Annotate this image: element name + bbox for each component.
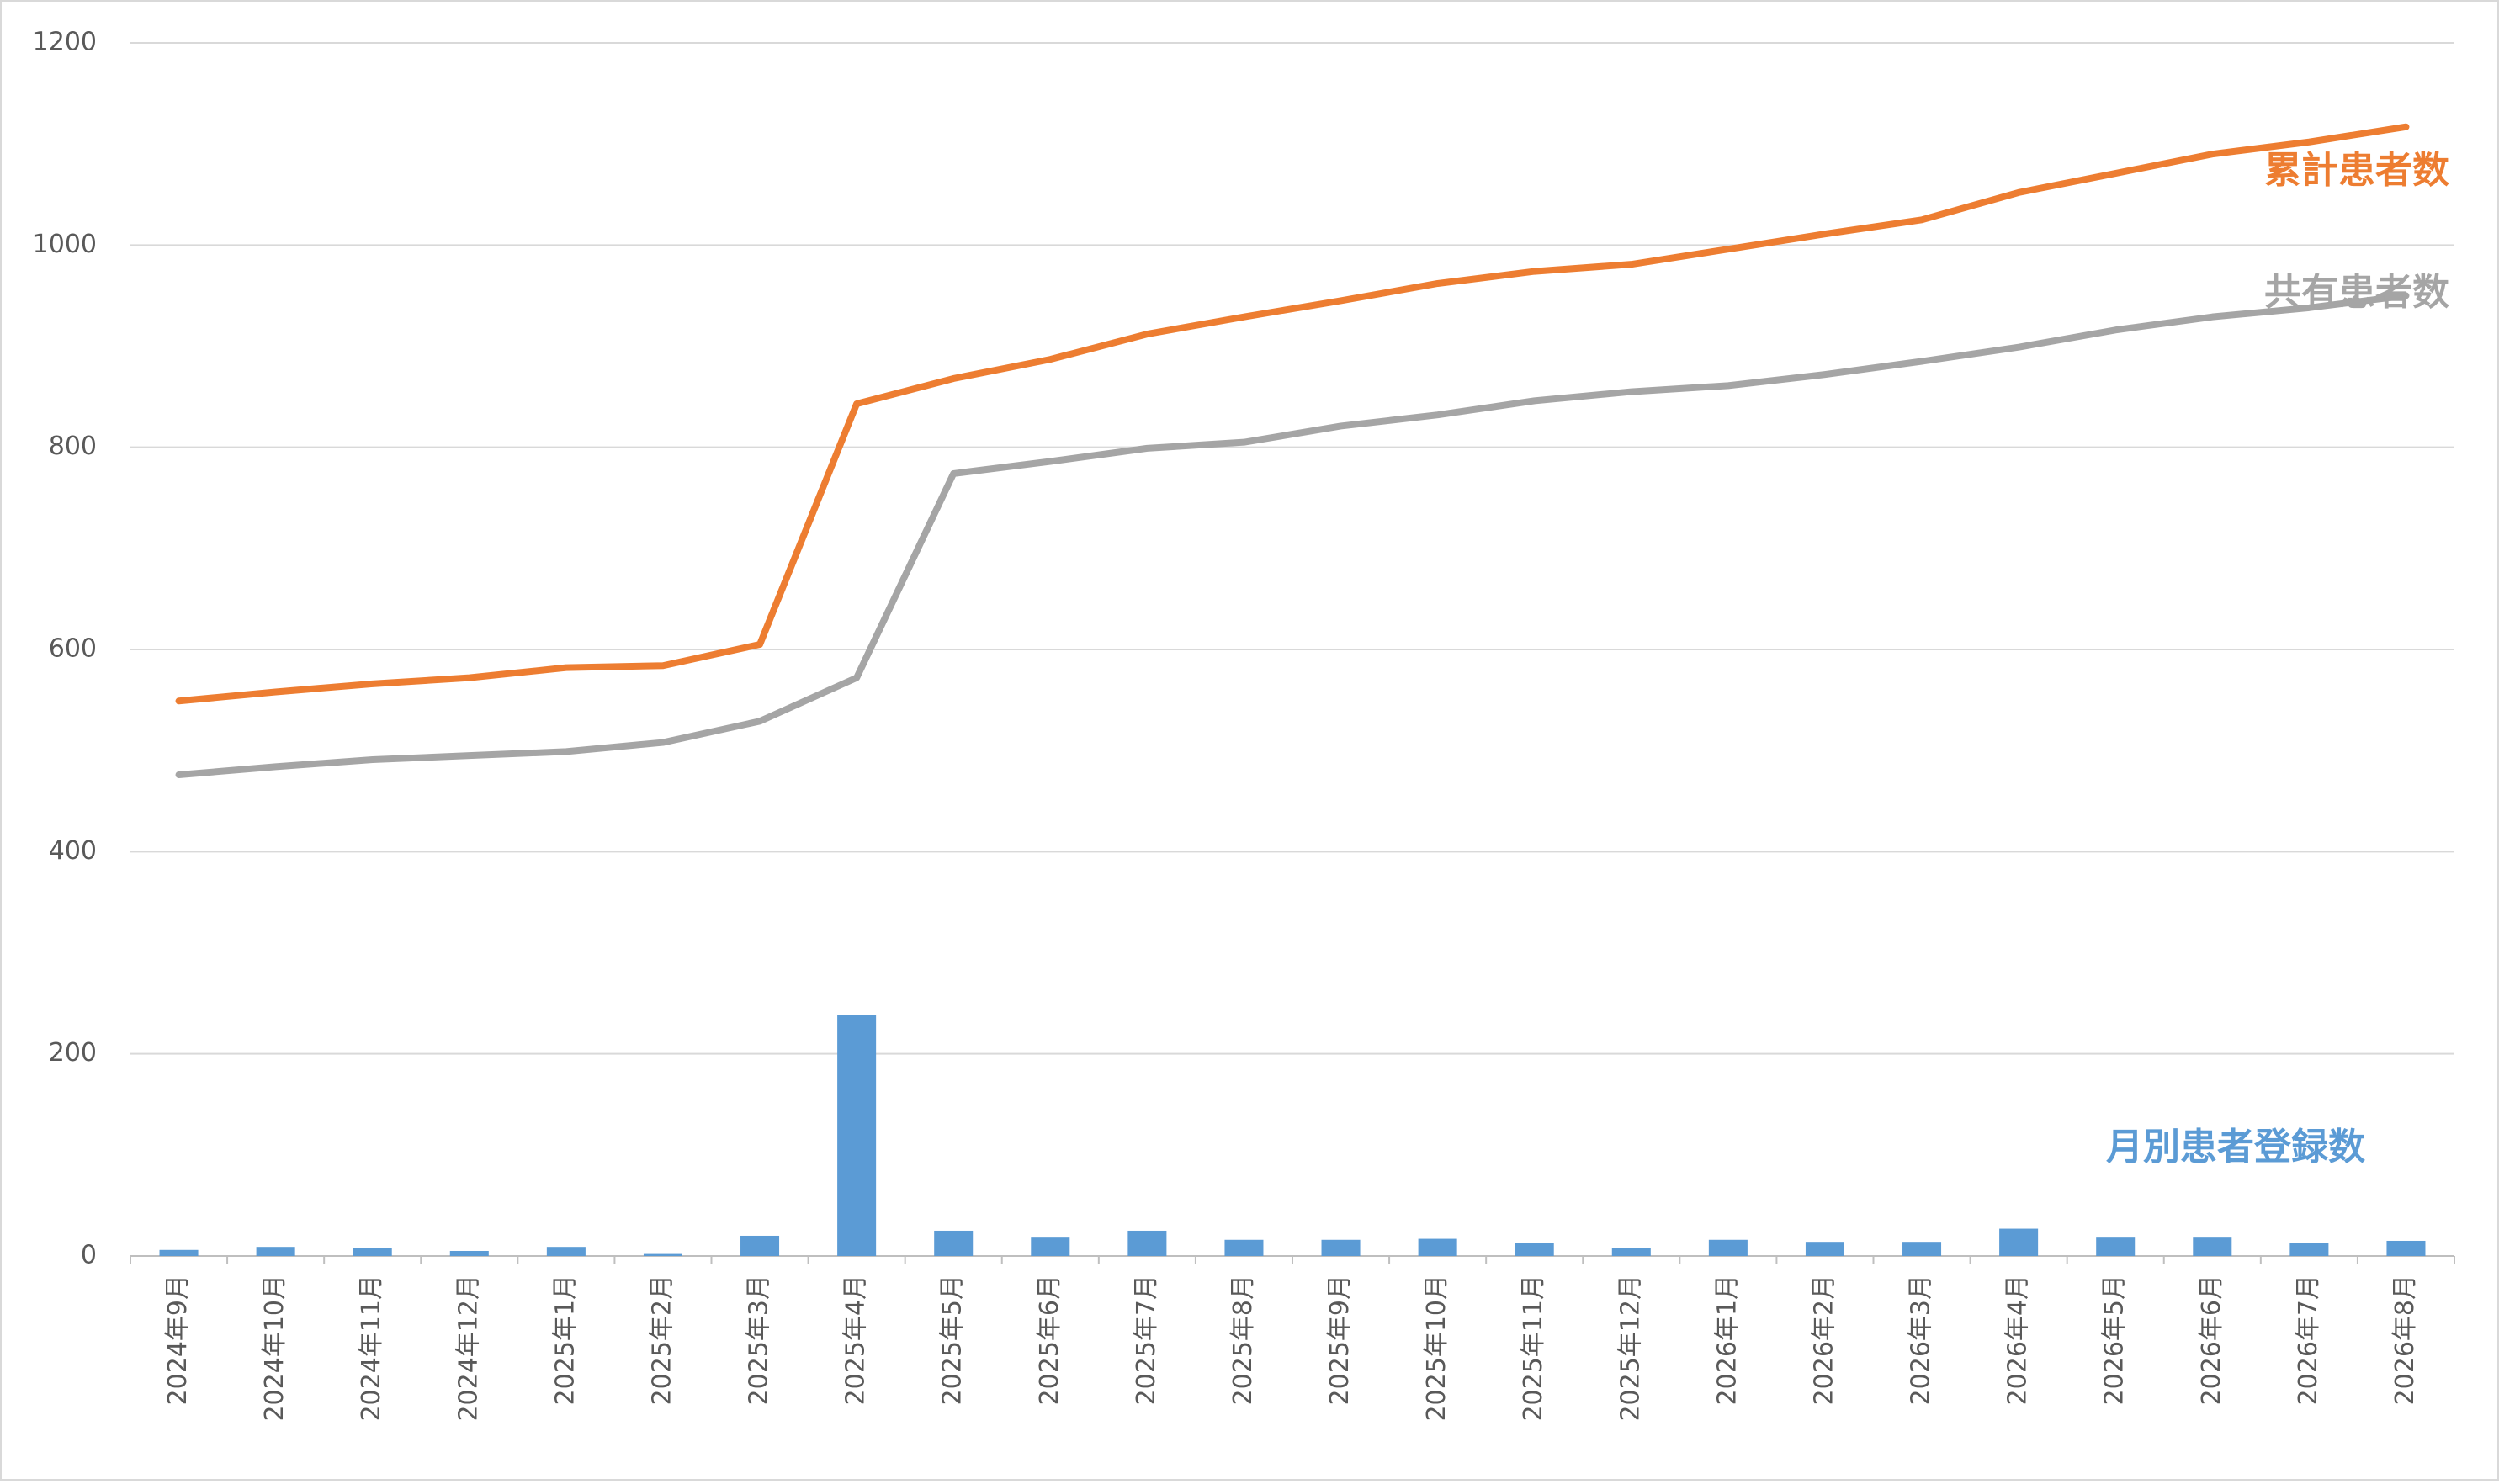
x-tick-label: 2026年5月	[2100, 1275, 2130, 1405]
series-label: 月別患者登録数	[2106, 1126, 2365, 1169]
bar	[1902, 1242, 1942, 1256]
bar	[1708, 1239, 1748, 1256]
x-tick-label: 2025年5月	[938, 1275, 968, 1405]
x-tick-label: 2024年12月	[454, 1275, 483, 1422]
bar	[1031, 1237, 1070, 1256]
x-tick-label: 2026年4月	[2003, 1275, 2033, 1405]
x-tick-label: 2024年9月	[163, 1275, 193, 1405]
x-tick-label: 2025年9月	[1325, 1275, 1355, 1405]
x-tick-label: 2026年6月	[2197, 1275, 2226, 1405]
bar	[256, 1247, 295, 1256]
series-label: 累計患者数	[2264, 149, 2449, 192]
x-tick-label: 2025年2月	[647, 1275, 676, 1405]
x-tick-label: 2025年12月	[1616, 1275, 1645, 1422]
bar	[1418, 1238, 1457, 1256]
bar	[740, 1235, 780, 1256]
bar	[1999, 1228, 2039, 1256]
bar	[1515, 1243, 1554, 1256]
bar	[353, 1248, 392, 1256]
y-tick-label: 1200	[33, 28, 97, 57]
y-tick-label: 400	[49, 836, 97, 866]
x-tick-label: 2025年10月	[1422, 1275, 1451, 1422]
x-tick-label: 2024年11月	[357, 1275, 386, 1422]
line	[175, 292, 2410, 779]
y-tick-label: 200	[49, 1038, 97, 1068]
y-tick-label: 0	[81, 1241, 97, 1270]
line	[175, 123, 2410, 705]
x-tick-label: 2026年8月	[2390, 1275, 2420, 1405]
x-tick-label: 2026年2月	[1809, 1275, 1838, 1405]
x-tick-label: 2025年8月	[1228, 1275, 1258, 1405]
bar	[1321, 1239, 1361, 1256]
bar	[2096, 1237, 2136, 1256]
x-tick-label: 2025年3月	[745, 1275, 774, 1405]
x-tick-label: 2025年4月	[841, 1275, 871, 1405]
x-tick-label: 2025年1月	[550, 1275, 580, 1405]
x-tick-label: 2026年1月	[1712, 1275, 1742, 1405]
bar	[2386, 1240, 2426, 1256]
bar	[1224, 1239, 1264, 1256]
bar	[2193, 1237, 2232, 1256]
bar	[643, 1253, 682, 1256]
y-tick-label: 1000	[33, 230, 97, 259]
x-tick-label: 2025年6月	[1035, 1275, 1064, 1405]
bar	[2289, 1243, 2329, 1256]
bar	[837, 1015, 877, 1256]
x-tick-label: 2024年10月	[260, 1275, 289, 1422]
bar	[1805, 1242, 1844, 1256]
bar	[159, 1249, 199, 1256]
bar	[1611, 1248, 1651, 1256]
x-tick-label: 2025年11月	[1519, 1275, 1548, 1422]
series-label: 共有患者数	[2264, 271, 2449, 314]
bar	[934, 1230, 974, 1256]
x-tick-label: 2026年7月	[2294, 1275, 2323, 1405]
bar	[1127, 1230, 1167, 1256]
y-tick-label: 600	[49, 634, 97, 664]
bar	[449, 1250, 489, 1256]
x-tick-label: 2026年3月	[1907, 1275, 1936, 1405]
bar	[546, 1247, 586, 1256]
x-tick-label: 2025年7月	[1132, 1275, 1161, 1405]
y-tick-label: 800	[49, 432, 97, 461]
